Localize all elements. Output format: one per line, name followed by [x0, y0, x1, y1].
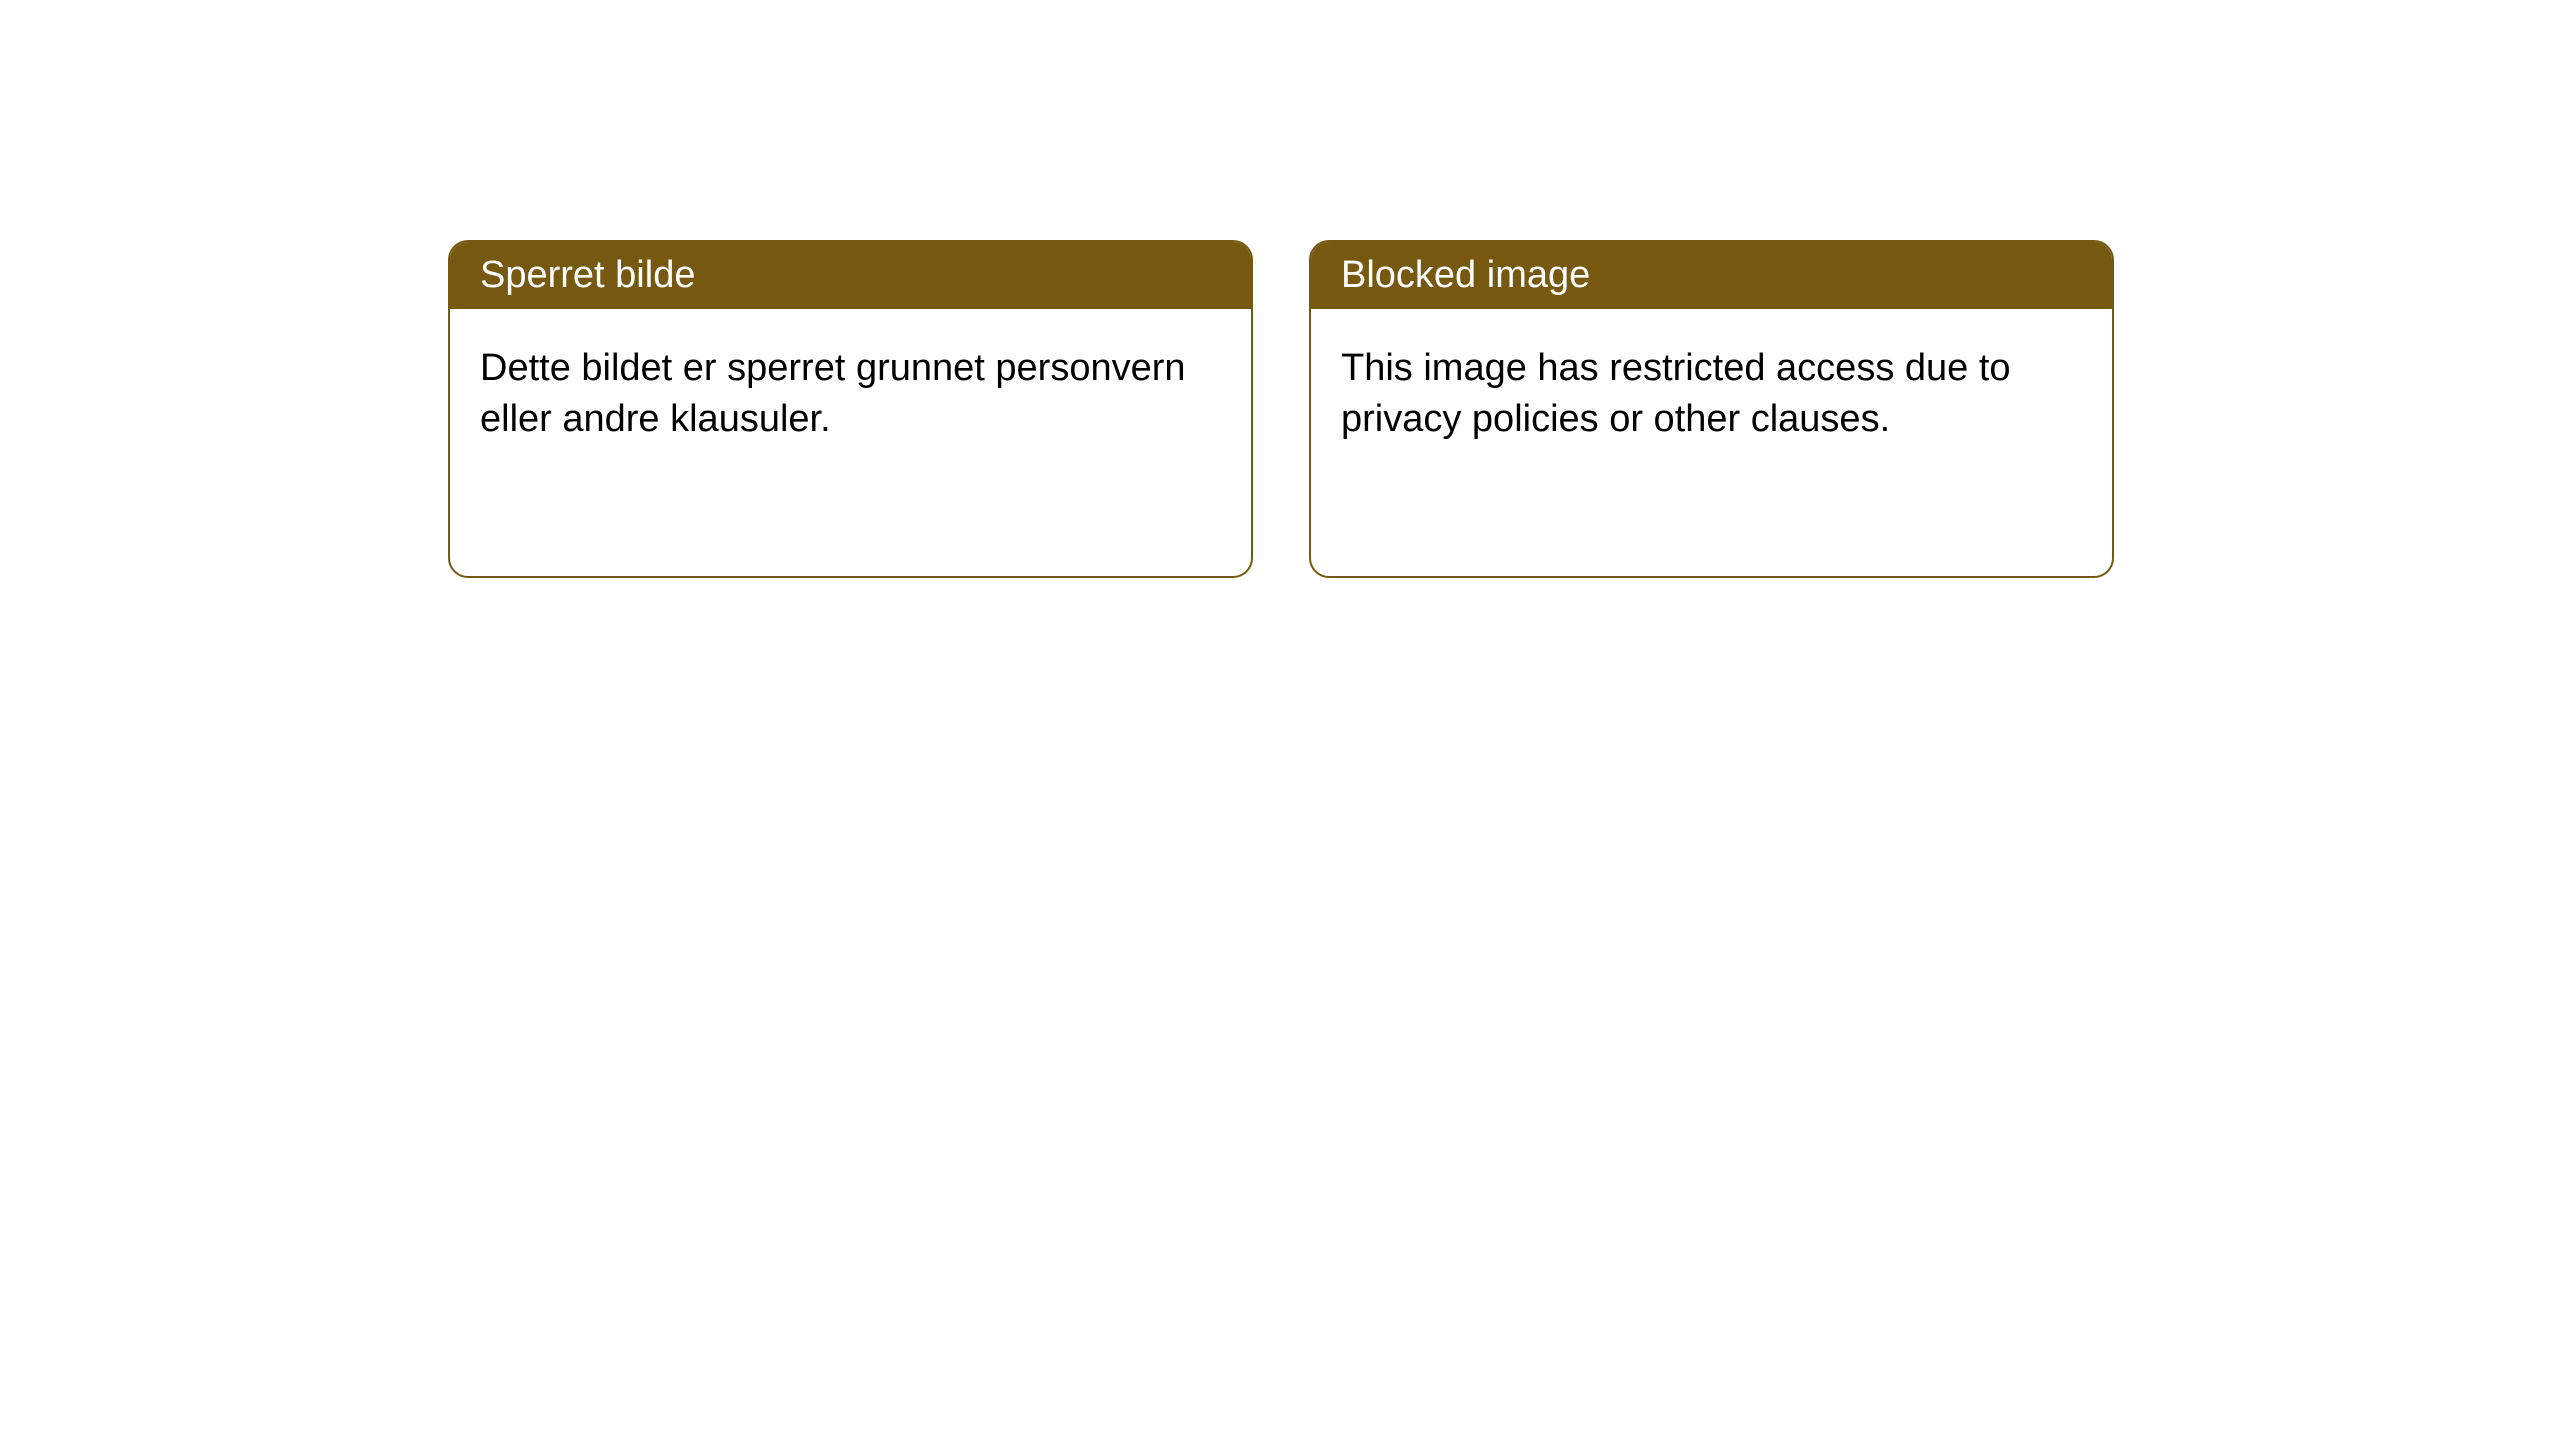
notice-header: Sperret bilde — [450, 242, 1251, 309]
notice-card-english: Blocked image This image has restricted … — [1309, 240, 2114, 578]
notice-body: Dette bildet er sperret grunnet personve… — [450, 309, 1251, 480]
notice-card-norwegian: Sperret bilde Dette bildet er sperret gr… — [448, 240, 1253, 578]
notice-header: Blocked image — [1311, 242, 2112, 309]
notice-cards-container: Sperret bilde Dette bildet er sperret gr… — [0, 0, 2560, 578]
notice-body: This image has restricted access due to … — [1311, 309, 2112, 480]
